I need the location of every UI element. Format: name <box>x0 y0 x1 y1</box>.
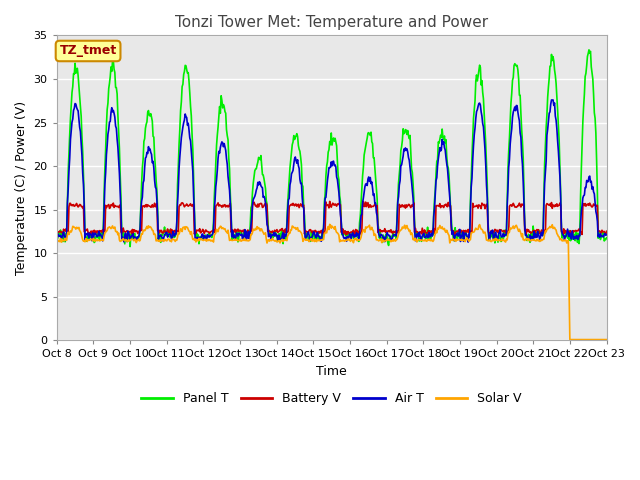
Air T <box>549 97 557 103</box>
Line: Battery V: Battery V <box>57 202 607 235</box>
Panel T <box>585 47 593 53</box>
Air T <box>53 234 61 240</box>
Y-axis label: Temperature (C) / Power (V): Temperature (C) / Power (V) <box>15 101 28 275</box>
Solar V <box>415 237 423 243</box>
Panel T <box>53 227 61 233</box>
Battery V <box>326 199 333 204</box>
Panel T <box>415 238 423 244</box>
Air T <box>415 234 422 240</box>
X-axis label: Time: Time <box>316 365 347 378</box>
Battery V <box>204 229 212 235</box>
Air T <box>464 239 472 245</box>
Battery V <box>53 228 61 234</box>
Air T <box>204 234 212 240</box>
Solar V <box>326 222 333 228</box>
Line: Panel T: Panel T <box>57 50 607 247</box>
Panel T <box>63 230 70 236</box>
Battery V <box>399 204 407 210</box>
Solar V <box>603 336 611 342</box>
Battery V <box>63 229 70 235</box>
Line: Solar V: Solar V <box>57 225 607 339</box>
Solar V <box>399 225 407 231</box>
Solar V <box>204 238 212 243</box>
Air T <box>63 230 70 236</box>
Air T <box>175 165 183 171</box>
Battery V <box>175 204 183 210</box>
Air T <box>603 232 611 238</box>
Legend: Panel T, Battery V, Air T, Solar V: Panel T, Battery V, Air T, Solar V <box>136 387 527 410</box>
Panel T <box>120 227 127 233</box>
Battery V <box>120 225 127 231</box>
Battery V <box>420 232 428 238</box>
Line: Air T: Air T <box>57 100 607 242</box>
Panel T <box>603 235 611 240</box>
Battery V <box>415 230 423 236</box>
Solar V <box>566 336 573 342</box>
Text: TZ_tmet: TZ_tmet <box>60 45 116 58</box>
Air T <box>399 157 406 163</box>
Panel T <box>126 244 134 250</box>
Panel T <box>205 231 212 237</box>
Solar V <box>175 231 183 237</box>
Solar V <box>53 237 61 243</box>
Title: Tonzi Tower Met: Temperature and Power: Tonzi Tower Met: Temperature and Power <box>175 15 488 30</box>
Battery V <box>603 228 611 234</box>
Panel T <box>176 126 184 132</box>
Solar V <box>63 238 70 243</box>
Air T <box>120 235 127 240</box>
Panel T <box>399 126 407 132</box>
Solar V <box>120 236 127 241</box>
